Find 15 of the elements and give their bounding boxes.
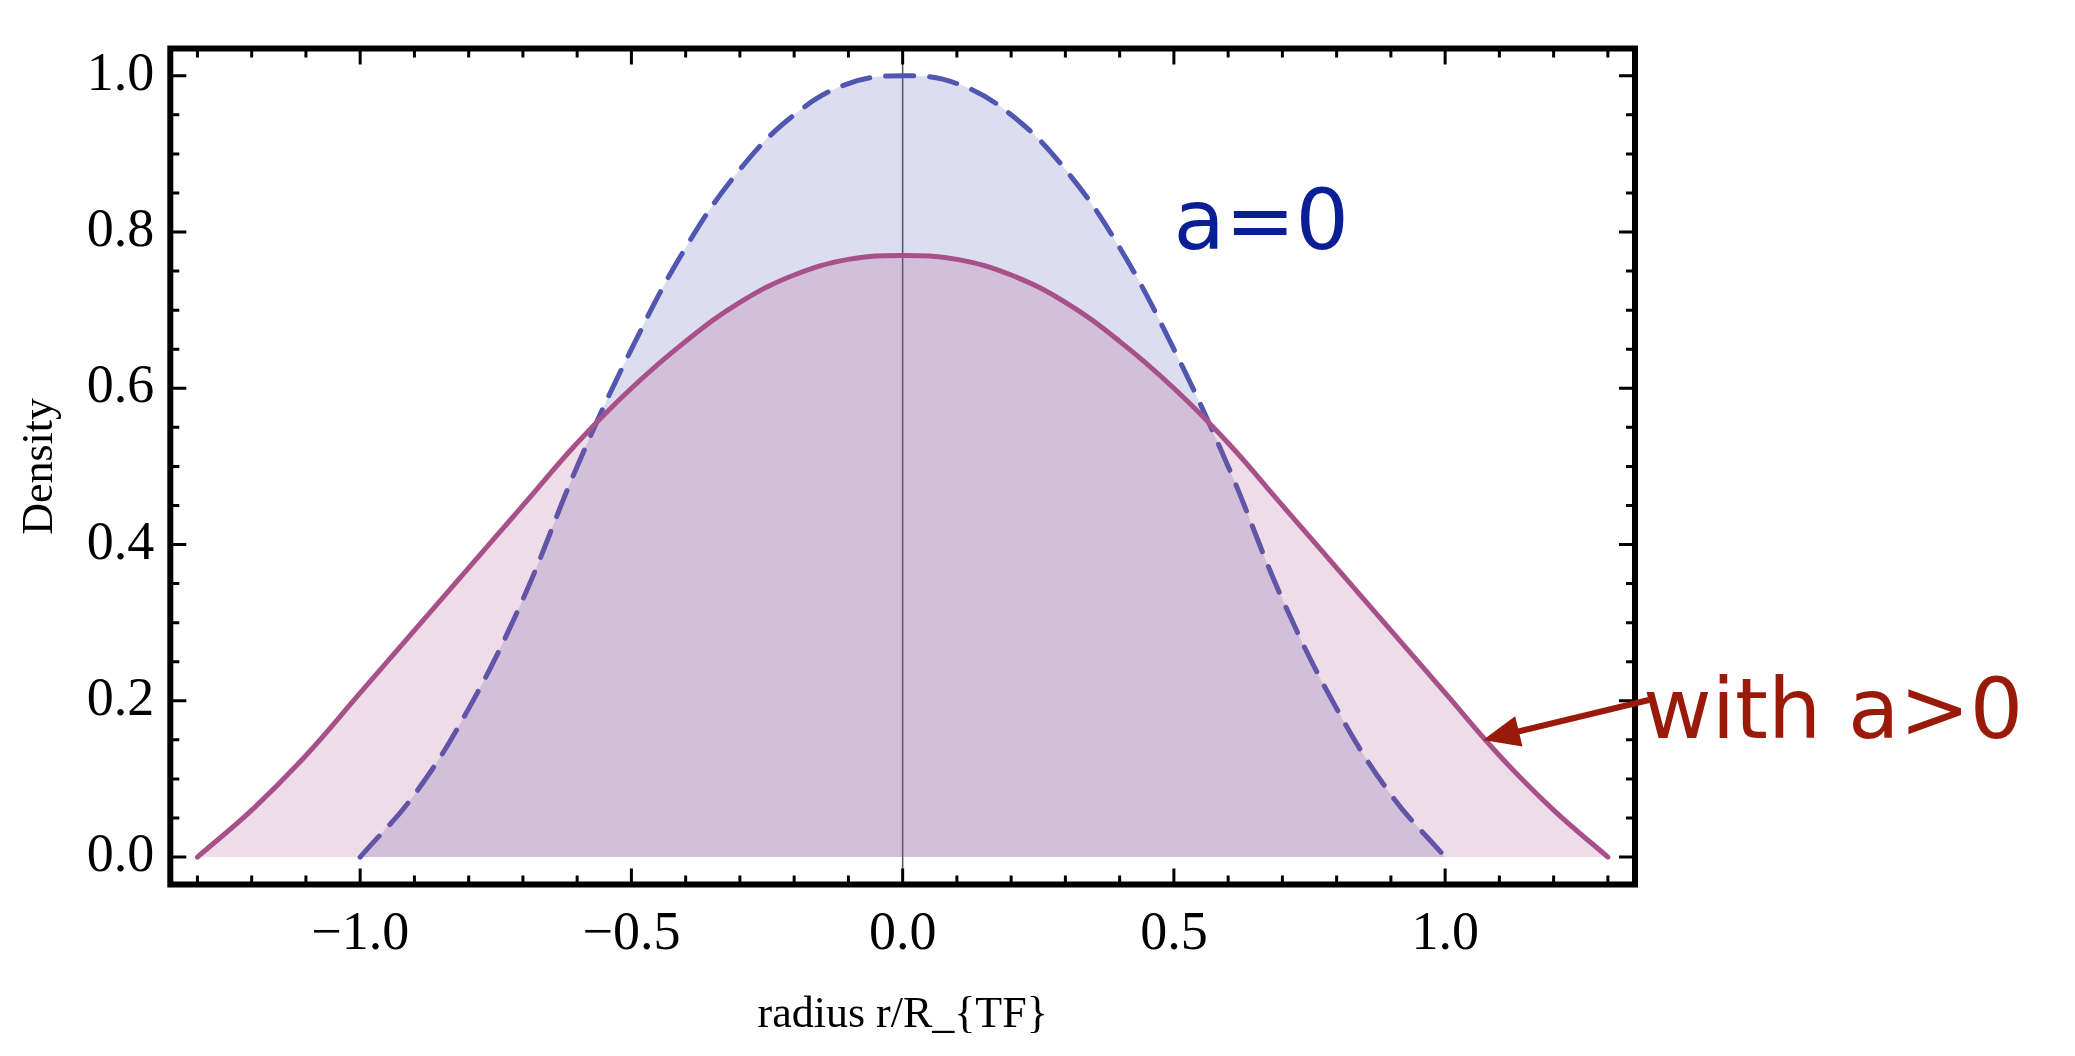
y-tick-label: 1.0 [86,41,155,102]
x-tick-label: 0.5 [1140,900,1208,961]
annotation: with a>0 [1643,659,2024,758]
x-tick-label: 1.0 [1411,900,1479,961]
x-tick-label: 0.0 [868,900,937,961]
annotation: a=0 [1173,171,1349,270]
y-tick-label: 0.4 [86,510,155,571]
y-tick-label: 0.2 [86,666,155,727]
y-axis-title: Density [12,397,62,535]
y-tick-label: 0.6 [86,354,155,415]
y-tick-label: 0.0 [86,823,155,884]
x-tick-label: −1.0 [311,900,410,961]
y-tick-label: 0.8 [86,198,155,259]
x-tick-label: −0.5 [582,900,681,961]
x-axis-title: radius r/R_{TF} [757,988,1048,1038]
